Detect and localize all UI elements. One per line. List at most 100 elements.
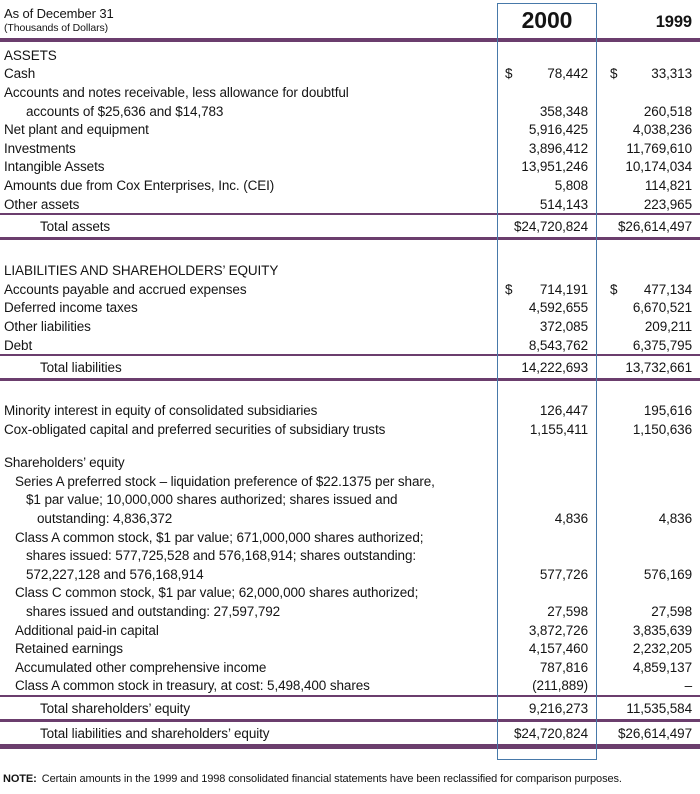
horizontal-rule: [0, 354, 700, 357]
line-item-row: accounts of $25,636 and $14,783 358,348 26…: [0, 102, 700, 121]
dollar-sign: $: [505, 281, 513, 297]
amount-cell-1999: $26,614,497: [597, 219, 700, 234]
amount-cell-2000: 358,348: [497, 104, 597, 119]
value-1999: 477,134: [643, 281, 692, 297]
row-label: Total liabilities: [40, 359, 122, 375]
section-gap: [0, 381, 700, 401]
row-label: Minority interest in equity of consolida…: [4, 403, 318, 419]
horizontal-rule: [0, 378, 700, 382]
amount-cell-2000: $24,720,824: [497, 726, 597, 741]
row-label: Accounts payable and accrued expenses: [4, 281, 247, 297]
value-1999: 260,518: [643, 103, 692, 119]
value-2000: 78,442: [547, 66, 588, 82]
line-item-row: $1 par value; 10,000,000 shares authoriz…: [0, 491, 700, 510]
value-2000: 4,592,655: [528, 300, 588, 316]
line-item-row: Additional paid-in capital 3,872,726 3,835…: [0, 621, 700, 640]
column-header-2000: 2000: [521, 7, 573, 33]
row-label: Intangible Assets: [4, 159, 105, 175]
footnote-label: NOTE:: [3, 772, 37, 785]
row-label: Cox-obligated capital and preferred secu…: [4, 421, 386, 437]
value-2000: 3,896,412: [528, 140, 588, 156]
amount-cell-2000: 9,216,273: [497, 701, 597, 716]
footnote-text: Certain amounts in the 1999 and 1998 con…: [41, 772, 622, 785]
horizontal-rule: [0, 213, 700, 216]
amount-cell-1999: 27,598: [597, 604, 700, 619]
amount-cell-2000: 5,916,425: [497, 122, 597, 137]
dollar-sign: $: [610, 281, 618, 297]
value-1999: –: [684, 678, 693, 694]
amount-cell-1999: 11,535,584: [597, 701, 700, 716]
value-2000: $24,720,824: [514, 725, 588, 741]
horizontal-rule: [0, 744, 700, 749]
table-header: As of December 31 (Thousands of Dollars)…: [0, 0, 700, 38]
value-1999: 2,232,205: [632, 641, 692, 657]
row-label: Cash: [4, 66, 36, 82]
line-item-row: Class A common stock in treasury, at cos…: [0, 677, 700, 696]
amount-cell-2000: 514,143: [497, 197, 597, 212]
amount-cell-2000: 4,157,460: [497, 641, 597, 656]
section-gap: [0, 240, 700, 261]
amount-cell-1999: 11,769,610: [597, 141, 700, 156]
units-label: (Thousands of Dollars): [4, 22, 109, 35]
value-1999: $26,614,497: [618, 218, 692, 234]
amount-cell-2000: 4,592,655: [497, 300, 597, 315]
row-label: Accounts and notes receivable, less allo…: [4, 84, 349, 100]
amount-cell-1999: 3,835,639: [597, 623, 700, 638]
amount-cell-2000: $24,720,824: [497, 219, 597, 234]
value-1999: 1,150,636: [632, 421, 692, 437]
dollar-sign: $: [610, 66, 618, 82]
value-1999: 195,616: [643, 403, 692, 419]
row-label: Total assets: [40, 218, 111, 234]
row-label: Additional paid-in capital: [15, 622, 159, 638]
amount-cell-2000: $78,442: [497, 66, 597, 81]
as-of-label: As of December 31: [4, 6, 114, 21]
amount-cell-2000: 14,222,693: [497, 360, 597, 375]
amount-cell-1999: 4,038,236: [597, 122, 700, 137]
total-row: Total liabilities and shareholders’ equi…: [0, 722, 700, 744]
amount-cell-2000: 126,447: [497, 403, 597, 418]
header-left-block: As of December 31 (Thousands of Dollars): [0, 0, 497, 38]
line-item-row: Debt 8,543,762 6,375,795: [0, 336, 700, 355]
value-1999: 209,211: [644, 318, 692, 334]
row-label: Total shareholders’ equity: [40, 700, 190, 716]
amount-cell-1999: 209,211: [597, 319, 700, 334]
value-2000: 577,726: [539, 566, 588, 582]
row-label: Net plant and equipment: [4, 122, 149, 138]
amount-cell-1999: 13,732,661: [597, 360, 700, 375]
line-item-row: Accumulated other comprehensive income 78…: [0, 658, 700, 677]
value-2000: 358,348: [539, 103, 588, 119]
value-1999: 27,598: [651, 604, 692, 620]
amount-cell-2000: 787,816: [497, 660, 597, 675]
line-item-row: outstanding: 4,836,372 4,836 4,836: [0, 509, 700, 528]
value-2000: 514,143: [539, 196, 588, 212]
value-1999: 3,835,639: [632, 622, 692, 638]
value-1999: 6,375,795: [632, 337, 692, 353]
amount-cell-1999: 4,836: [597, 511, 700, 526]
amount-cell-1999: $26,614,497: [597, 726, 700, 741]
total-row: Total assets $24,720,824 $26,614,497: [0, 215, 700, 237]
value-1999: 11,535,584: [626, 700, 692, 716]
value-1999: 10,174,034: [625, 159, 692, 175]
amount-cell-1999: 260,518: [597, 104, 700, 119]
amount-cell-2000: 577,726: [497, 567, 597, 582]
header-rule: [0, 38, 700, 42]
row-label: shares issued and outstanding: 27,597,79…: [26, 604, 281, 620]
section-header-row: Shareholders’ equity: [0, 454, 700, 473]
horizontal-rule: [0, 719, 700, 723]
amount-cell-1999: 195,616: [597, 403, 700, 418]
value-2000: 5,808: [554, 177, 588, 193]
value-1999: 114,821: [644, 177, 692, 193]
line-item-row: Other liabilities 372,085 209,211: [0, 317, 700, 336]
line-item-row: shares issued: 577,725,528 and 576,168,9…: [0, 546, 700, 565]
row-label: Total liabilities and shareholders’ equi…: [40, 725, 270, 741]
line-item-row: Class A common stock, $1 par value; 671,…: [0, 528, 700, 547]
row-label: Amounts due from Cox Enterprises, Inc. (…: [4, 177, 275, 193]
row-label: accounts of $25,636 and $14,783: [26, 103, 224, 119]
row-label: Investments: [4, 140, 76, 156]
dollar-sign: $: [505, 66, 513, 82]
amount-cell-1999: –: [597, 678, 700, 693]
row-label: Class C common stock, $1 par value; 62,0…: [15, 585, 419, 601]
value-1999: $26,614,497: [618, 725, 692, 741]
amount-cell-2000: 3,896,412: [497, 141, 597, 156]
